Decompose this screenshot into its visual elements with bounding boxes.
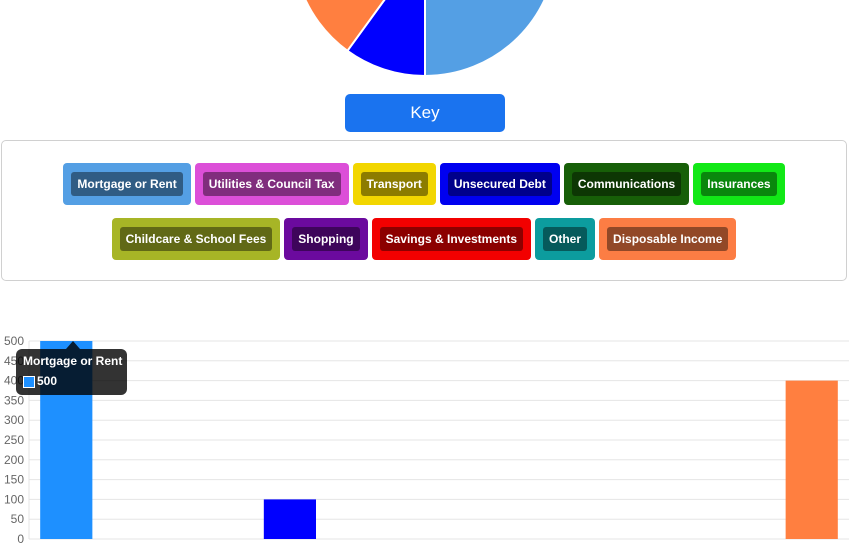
legend-item-label: Childcare & School Fees: [119, 227, 273, 251]
y-tick-label: 250: [4, 433, 24, 447]
y-tick-label: 200: [4, 453, 24, 467]
legend-item-label: Shopping: [292, 227, 360, 251]
bar-tooltip: Mortgage or Rent 500: [16, 349, 127, 395]
key-button[interactable]: Key: [345, 94, 505, 132]
legend-item-label: Communications: [571, 172, 682, 196]
tooltip-color-swatch: [23, 376, 35, 388]
legend-item-label: Savings & Investments: [379, 227, 524, 251]
legend-item-label: Insurances: [701, 172, 777, 196]
y-tick-label: 300: [4, 413, 24, 427]
legend-item-childcare-school-fees[interactable]: Childcare & School Fees: [111, 218, 281, 260]
legend-item-label: Disposable Income: [607, 227, 729, 251]
legend-item-mortgage-or-rent[interactable]: Mortgage or Rent: [63, 163, 191, 205]
legend-item-insurances[interactable]: Insurances: [693, 163, 785, 205]
legend-row: Mortgage or Rent Utilities & Council Tax T…: [2, 163, 846, 205]
pie-slice-unsecured-debt[interactable]: [346, 0, 426, 78]
legend-item-disposable-income[interactable]: Disposable Income: [599, 218, 737, 260]
legend-item-savings-investments[interactable]: Savings & Investments: [371, 218, 532, 260]
expense-pie-chart: [293, 0, 557, 78]
pie-slice-mortgage-or-rent[interactable]: [424, 0, 557, 78]
y-tick-label: 0: [17, 532, 24, 546]
y-tick-label: 350: [4, 393, 24, 407]
legend-item-label: Other: [543, 227, 588, 251]
y-tick-label: 50: [11, 512, 25, 526]
bar-unsecured-debt[interactable]: [263, 499, 316, 539]
y-tick-label: 150: [4, 473, 24, 487]
legend-item-label: Utilities & Council Tax: [202, 172, 341, 196]
legend-item-label: Mortgage or Rent: [71, 172, 183, 196]
y-tick-label: 100: [4, 492, 24, 506]
legend-item-communications[interactable]: Communications: [563, 163, 690, 205]
legend-item-label: Transport: [360, 172, 428, 196]
legend-panel: Mortgage or Rent Utilities & Council Tax T…: [1, 140, 847, 281]
bar-disposable-income[interactable]: [785, 380, 838, 539]
legend-item-unsecured-debt[interactable]: Unsecured Debt: [439, 163, 560, 205]
y-tick-label: 500: [4, 334, 24, 348]
tooltip-caret: [66, 341, 80, 349]
tooltip-value: 500: [37, 374, 58, 388]
legend-item-shopping[interactable]: Shopping: [284, 218, 368, 260]
tooltip-title: Mortgage or Rent: [23, 354, 123, 368]
legend-item-other[interactable]: Other: [535, 218, 596, 260]
legend-item-transport[interactable]: Transport: [352, 163, 436, 205]
pie-slice-disposable-income[interactable]: [293, 0, 425, 53]
legend-item-label: Unsecured Debt: [447, 172, 552, 196]
legend-item-utilities-council-tax[interactable]: Utilities & Council Tax: [194, 163, 349, 205]
legend-row: Childcare & School Fees Shopping Savings &…: [2, 218, 846, 260]
